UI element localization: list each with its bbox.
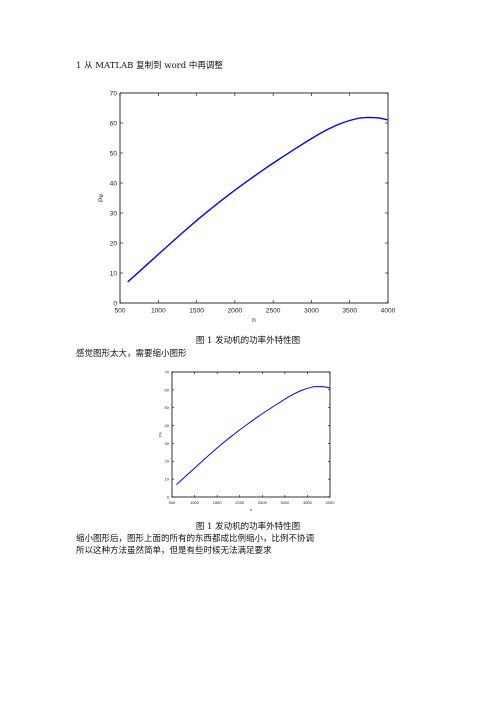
y-tick-label: 30: [110, 210, 118, 217]
y-tick-label: 60: [110, 120, 118, 127]
y-tick-label: 70: [110, 90, 118, 97]
y-tick-label: 40: [110, 180, 118, 187]
x-tick-label: 1500: [213, 500, 223, 505]
x-tick-label: 2000: [235, 500, 245, 505]
y-tick-label: 50: [110, 150, 118, 157]
y-tick-label: 70: [165, 369, 170, 374]
x-axis-label: n: [250, 507, 252, 512]
x-tick-label: 2500: [258, 500, 268, 505]
y-tick-label: 40: [165, 423, 170, 428]
y-tick-label: 0: [113, 300, 117, 307]
x-tick-label: 2000: [228, 308, 243, 315]
x-tick-label: 500: [114, 308, 125, 315]
y-tick-label: 30: [165, 441, 170, 446]
x-tick-label: 2500: [266, 308, 281, 315]
x-axis-label: n: [252, 317, 256, 324]
x-tick-label: 1000: [190, 500, 200, 505]
power-curve-line: [127, 116, 389, 283]
note-too-large: 感觉图形太大，需要缩小图形: [76, 349, 187, 359]
x-tick-label: 3500: [342, 308, 357, 315]
y-tick-label: 10: [110, 270, 118, 277]
y-tick-label: 0: [167, 494, 170, 499]
x-tick-label: 500: [169, 500, 176, 505]
y-axis-label: Pe: [98, 194, 105, 202]
figure-caption-2: 图 1 发动机的功率外特性图: [195, 522, 301, 532]
y-tick-label: 60: [165, 387, 170, 392]
y-tick-label: 10: [165, 477, 170, 482]
plot-frame: [119, 92, 389, 304]
figure-caption-1: 图 1 发动机的功率外特性图: [195, 336, 301, 346]
y-tick-label: 20: [110, 240, 118, 247]
plot-frame: [171, 371, 331, 498]
note-shrink-line1: 缩小图形后，图形上面的所有的东西都成比例缩小，比例不协调: [76, 534, 315, 544]
power-curve-line: [176, 386, 331, 485]
note-shrink-line2: 所以这种方法虽然简单，但是有些时候无法满足要求: [76, 546, 272, 556]
power-chart-large: 500 1000 1500 2000 2500 3000 3500 4000 0 10 20 30 40…: [98, 90, 396, 324]
x-tick-label: 1500: [189, 308, 204, 315]
x-tick-label: 4000: [381, 308, 396, 315]
section-heading: 1 从 MATLAB 复制到 word 中再调整: [76, 61, 223, 71]
x-tick-label: 3500: [303, 500, 313, 505]
y-tick-label: 50: [165, 405, 170, 410]
power-chart-small: 500 1000 1500 2000 2500 3000 3500 4000 0 10 20 30 40…: [158, 369, 336, 512]
x-tick-label: 4000: [326, 500, 336, 505]
x-tick-label: 3000: [304, 308, 319, 315]
x-tick-label: 3000: [280, 500, 290, 505]
x-tick-label: 1000: [151, 308, 166, 315]
y-tick-label: 20: [165, 459, 170, 464]
y-axis-label: Pe: [158, 431, 163, 437]
